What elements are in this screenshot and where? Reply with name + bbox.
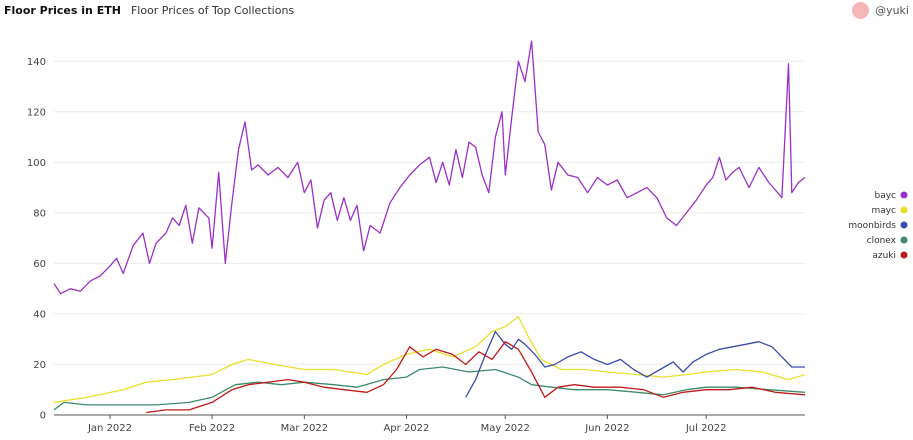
author-badge[interactable]: @yuki	[852, 0, 909, 20]
chart-title: Floor Prices in ETH	[4, 3, 121, 17]
series-line-azuki[interactable]	[146, 341, 806, 414]
x-tick-label: Apr 2022	[383, 423, 429, 434]
legend-label-bayc: bayc	[874, 191, 896, 201]
x-tick-label: Jun 2022	[584, 423, 629, 434]
y-tick-label: 0	[40, 411, 46, 422]
series-line-bayc[interactable]	[53, 40, 806, 295]
legend-label-azuki: azuki	[872, 251, 896, 261]
x-tick-label: Feb 2022	[189, 423, 235, 434]
legend-marker-moonbirds[interactable]	[900, 221, 908, 229]
y-tick-label: 60	[33, 259, 46, 270]
legend-label-clonex: clonex	[867, 236, 897, 246]
y-tick-label: 20	[33, 360, 46, 371]
legend-marker-mayc[interactable]	[900, 206, 908, 214]
chart-subtitle: Floor Prices of Top Collections	[130, 3, 295, 17]
y-tick-label: 40	[33, 309, 46, 320]
y-tick-label: 120	[27, 107, 46, 118]
series-line-moonbirds[interactable]	[465, 330, 805, 398]
legend: bayc mayc moonbirds clonex azuki	[848, 191, 908, 261]
y-tick-label: 140	[27, 57, 46, 68]
legend-label-mayc: mayc	[871, 206, 896, 216]
legend-label-moonbirds: moonbirds	[848, 221, 896, 231]
series-lines	[53, 40, 806, 414]
y-tick-label: 80	[33, 208, 46, 219]
x-tick-label: Jul 2022	[685, 423, 727, 434]
series-line-mayc[interactable]	[53, 315, 806, 404]
x-axis: Jan 2022 Feb 2022 Mar 2022 Apr 2022 May 2022…	[87, 415, 727, 434]
x-tick-label: Jan 2022	[87, 423, 132, 434]
legend-marker-azuki[interactable]	[900, 251, 908, 259]
avatar	[852, 1, 870, 19]
author-handle: @yuki	[875, 3, 909, 17]
gridlines	[54, 60, 805, 416]
y-axis: 0 20 40 60 80 100 120 140	[27, 57, 46, 422]
x-tick-label: Mar 2022	[281, 423, 329, 434]
x-tick-label: May 2022	[481, 423, 530, 434]
y-tick-label: 100	[27, 158, 46, 169]
legend-marker-clonex[interactable]	[900, 236, 908, 244]
series-line-clonex[interactable]	[53, 366, 806, 411]
chart-header: Floor Prices in ETH Floor Prices of Top …	[4, 0, 294, 20]
legend-marker-bayc[interactable]	[900, 191, 908, 199]
